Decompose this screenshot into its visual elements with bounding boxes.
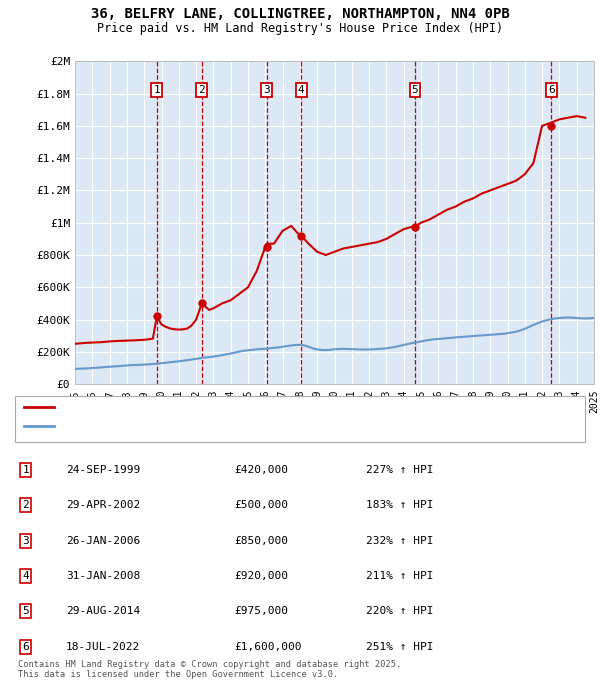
Text: 3: 3 bbox=[263, 85, 270, 95]
Text: 5: 5 bbox=[412, 85, 418, 95]
Text: 29-APR-2002: 29-APR-2002 bbox=[66, 500, 140, 510]
Text: 4: 4 bbox=[298, 85, 305, 95]
Text: 18-JUL-2022: 18-JUL-2022 bbox=[66, 642, 140, 651]
Text: 26-JAN-2006: 26-JAN-2006 bbox=[66, 536, 140, 545]
Text: 24-SEP-1999: 24-SEP-1999 bbox=[66, 465, 140, 475]
Text: 211% ↑ HPI: 211% ↑ HPI bbox=[366, 571, 433, 581]
Text: 183% ↑ HPI: 183% ↑ HPI bbox=[366, 500, 433, 510]
Text: 220% ↑ HPI: 220% ↑ HPI bbox=[366, 607, 433, 616]
Text: 4: 4 bbox=[22, 571, 29, 581]
Text: 6: 6 bbox=[548, 85, 555, 95]
Text: 251% ↑ HPI: 251% ↑ HPI bbox=[366, 642, 433, 651]
Text: 1: 1 bbox=[22, 465, 29, 475]
Text: 36, BELFRY LANE, COLLINGTREE, NORTHAMPTON, NN4 0PB: 36, BELFRY LANE, COLLINGTREE, NORTHAMPTO… bbox=[91, 7, 509, 21]
Text: 2: 2 bbox=[22, 500, 29, 510]
Text: 227% ↑ HPI: 227% ↑ HPI bbox=[366, 465, 433, 475]
Text: 3: 3 bbox=[22, 536, 29, 545]
Text: 6: 6 bbox=[22, 642, 29, 651]
Text: Price paid vs. HM Land Registry's House Price Index (HPI): Price paid vs. HM Land Registry's House … bbox=[97, 22, 503, 35]
Text: £500,000: £500,000 bbox=[234, 500, 288, 510]
Text: £420,000: £420,000 bbox=[234, 465, 288, 475]
Text: HPI: Average price, detached house, West Northamptonshire: HPI: Average price, detached house, West… bbox=[58, 421, 400, 430]
Text: £975,000: £975,000 bbox=[234, 607, 288, 616]
Text: 232% ↑ HPI: 232% ↑ HPI bbox=[366, 536, 433, 545]
Text: 31-JAN-2008: 31-JAN-2008 bbox=[66, 571, 140, 581]
Text: 36, BELFRY LANE, COLLINGTREE, NORTHAMPTON, NN4 0PB (detached house): 36, BELFRY LANE, COLLINGTREE, NORTHAMPTO… bbox=[58, 402, 460, 411]
Text: £850,000: £850,000 bbox=[234, 536, 288, 545]
Text: 5: 5 bbox=[22, 607, 29, 616]
Text: Contains HM Land Registry data © Crown copyright and database right 2025.
This d: Contains HM Land Registry data © Crown c… bbox=[18, 660, 401, 679]
Text: 1: 1 bbox=[154, 85, 160, 95]
Text: 29-AUG-2014: 29-AUG-2014 bbox=[66, 607, 140, 616]
Text: £920,000: £920,000 bbox=[234, 571, 288, 581]
Text: 2: 2 bbox=[199, 85, 205, 95]
Text: £1,600,000: £1,600,000 bbox=[234, 642, 302, 651]
